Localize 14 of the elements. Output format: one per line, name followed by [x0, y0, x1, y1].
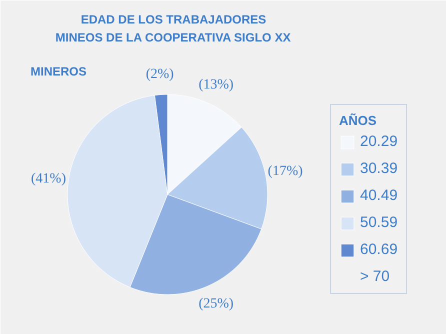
legend-label: 40.49 — [360, 187, 398, 204]
chart-title: EDAD DE LOS TRABAJADORES MINEOS DE LA COOPERATIVA SIGLO XX — [55, 12, 291, 44]
data-label: (13%) — [198, 77, 234, 92]
legend-title: AÑOS — [339, 113, 378, 128]
legend-label: 30.39 — [360, 160, 398, 177]
data-label: (17%) — [268, 164, 304, 180]
data-label: (25%) — [198, 296, 234, 312]
legend-label: 50.59 — [360, 214, 398, 231]
data-label: (2%) — [146, 67, 174, 82]
legend-label: 60.69 — [360, 241, 398, 258]
data-label: (41%) — [30, 172, 66, 187]
legend-label: 20.29 — [360, 133, 398, 150]
text: MINEROS — [30, 64, 87, 78]
category-label: > 70 — [360, 268, 390, 285]
